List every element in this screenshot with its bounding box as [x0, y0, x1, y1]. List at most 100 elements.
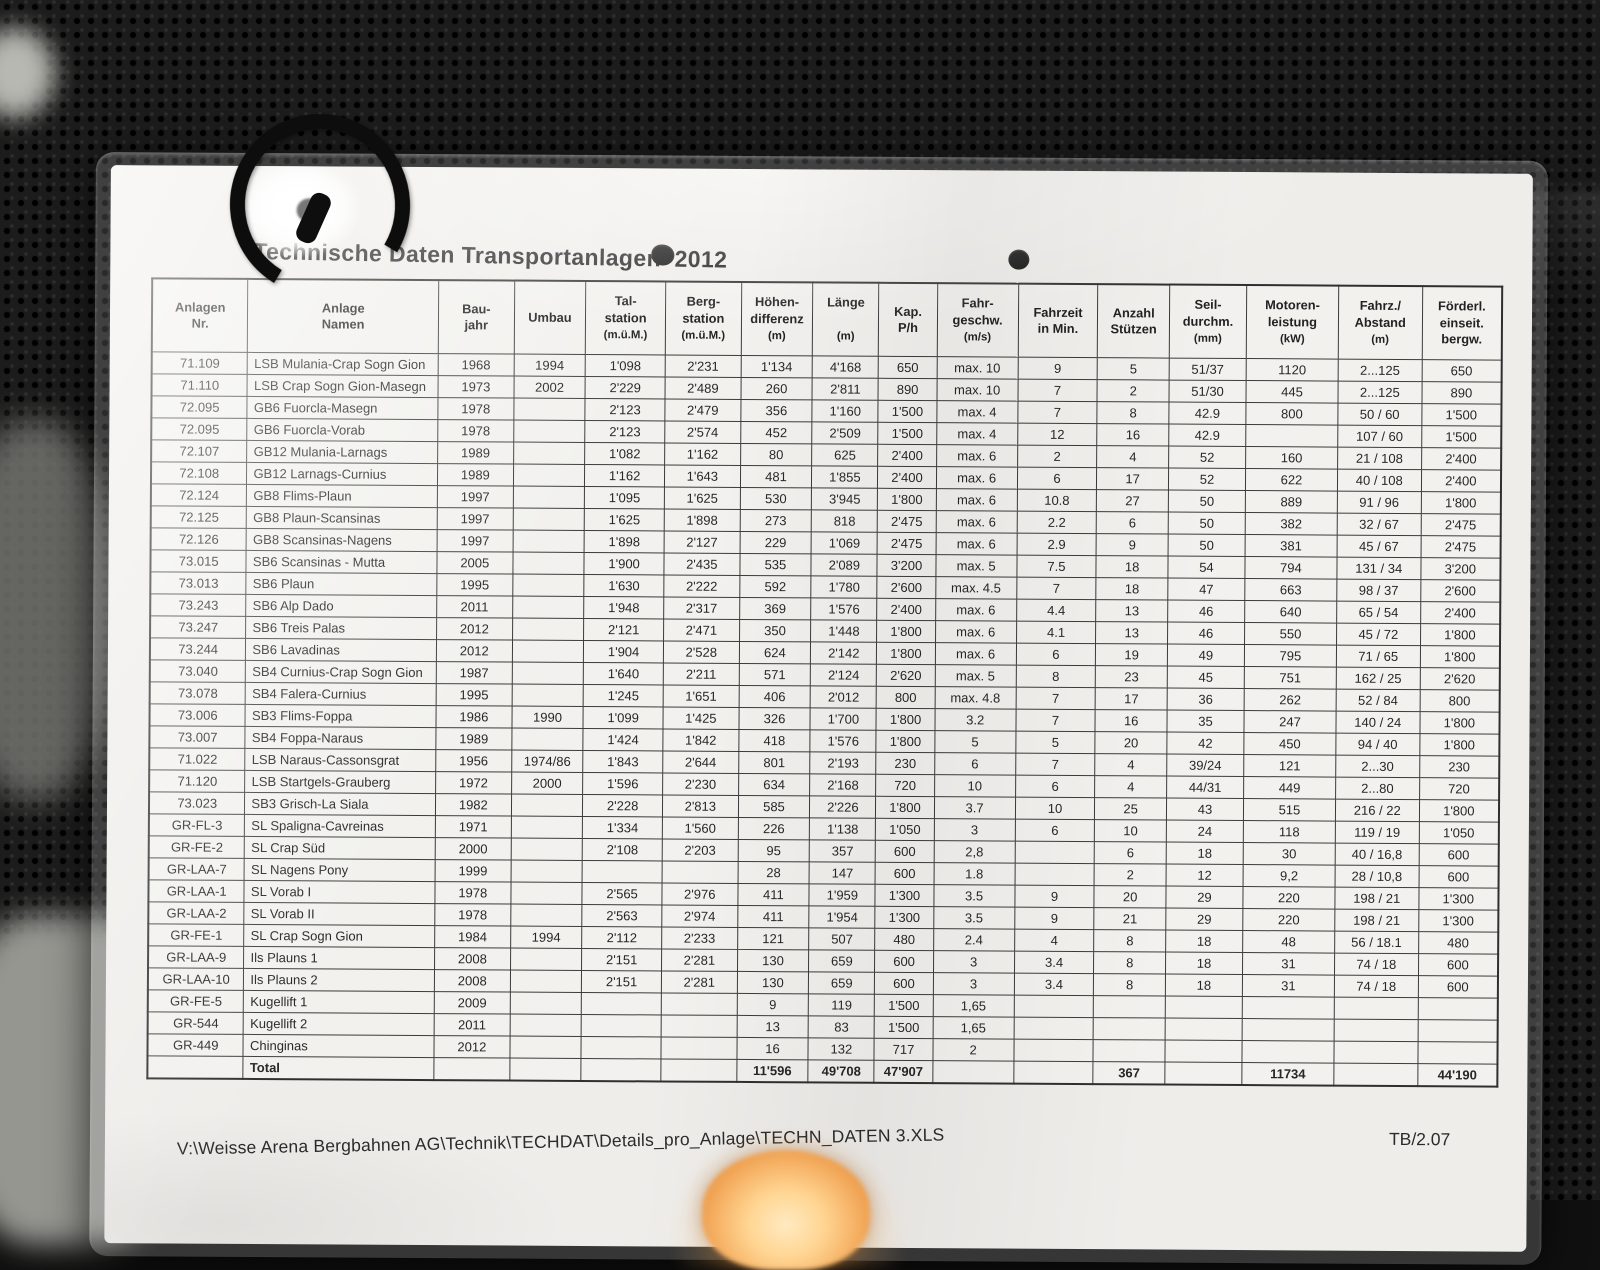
table-cell	[511, 662, 584, 685]
table-cell: 2'127	[664, 530, 740, 554]
table-cell	[513, 398, 586, 421]
table-cell: SL Spaligna-Cavreinas	[244, 814, 436, 838]
table-cell: 47	[1167, 578, 1245, 601]
table-cell: 1972	[435, 771, 512, 795]
table-cell: 46	[1167, 622, 1245, 645]
table-cell: SL Crap Sogn Gion	[244, 924, 435, 948]
table-cell: 40 / 108	[1337, 469, 1422, 492]
table-cell: 3	[932, 972, 1015, 996]
table-cell: 592	[739, 575, 812, 598]
table-cell: 411	[737, 905, 810, 928]
table-cell: max. 6	[935, 510, 1017, 534]
punch-hole-icon	[1008, 249, 1030, 270]
table-cell: 80	[740, 443, 812, 466]
table-cell: 1'069	[811, 531, 878, 555]
table-cell: 10	[1015, 797, 1095, 820]
table-cell: 1994	[513, 354, 586, 377]
table-cell	[932, 1060, 1014, 1084]
table-cell: 6	[1014, 819, 1095, 842]
column-header: Motoren-leistung (kW)	[1246, 285, 1339, 360]
table-cell	[1333, 1019, 1418, 1042]
table-cell: 4.4	[1016, 599, 1097, 622]
table-cell: 121	[1243, 754, 1336, 778]
table-cell: SB4 Curnius-Crap Sogn Gion	[245, 660, 437, 684]
table-cell: 73.015	[150, 549, 247, 573]
table-cell: 890	[878, 378, 937, 401]
table-cell: GR-LAA-10	[147, 967, 244, 991]
table-cell: 160	[1245, 446, 1338, 470]
table-cell: 4'168	[812, 355, 879, 379]
column-header: Kap. P/h	[878, 282, 938, 357]
table-cell: 663	[1244, 578, 1337, 602]
table-cell: 1989	[437, 463, 514, 487]
table-cell: 30	[1243, 842, 1336, 866]
table-cell: 8	[1015, 665, 1096, 688]
table-cell	[513, 464, 585, 487]
table-cell: 1.8	[933, 862, 1015, 886]
table-cell: 1984	[434, 925, 511, 949]
table-cell: 2'400	[1420, 601, 1501, 625]
table-cell	[512, 530, 585, 553]
table-cell: 73.247	[150, 615, 247, 639]
table-cell: max. 5	[934, 664, 1017, 688]
table-cell: 23	[1095, 665, 1168, 689]
table-cell	[1013, 995, 1094, 1018]
table-cell: 550	[1244, 622, 1337, 646]
table-cell: 2	[1097, 379, 1170, 403]
table-cell: 28 / 10,8	[1334, 865, 1419, 888]
table-cell: 1'643	[664, 464, 741, 488]
table-cell: 2011	[436, 595, 513, 619]
table-cell: 71.110	[151, 373, 248, 397]
table-cell: 1'800	[1419, 711, 1500, 735]
table-cell: 624	[739, 641, 811, 664]
table-cell	[512, 618, 584, 641]
table-cell: LSB Mulania-Crap Sogn Gion	[247, 352, 439, 376]
table-cell: 445	[1245, 380, 1339, 404]
table-cell: 95	[737, 839, 810, 862]
table-cell: GB8 Scansinas-Nagens	[246, 528, 438, 552]
table-cell	[512, 486, 585, 509]
table-cell: 1'334	[582, 816, 663, 839]
table-cell: 119 / 19	[1335, 821, 1420, 844]
table-cell: 4	[1095, 753, 1167, 777]
table-cell: max. 10	[936, 356, 1018, 380]
table-cell: 2.9	[1016, 533, 1097, 556]
paper-sheet: Technische Daten Transportanlagen 2012 A…	[104, 165, 1533, 1252]
table-cell: SB6 Lavadinas	[245, 638, 437, 662]
table-cell: 1'500	[874, 994, 933, 1017]
table-cell	[1417, 997, 1498, 1021]
table-cell: 418	[738, 729, 811, 752]
table-cell: 18	[1096, 555, 1169, 579]
column-header: Anzahl Stützen	[1097, 284, 1170, 359]
table-cell: 147	[809, 861, 876, 885]
table-cell: 49'708	[808, 1059, 875, 1083]
table-cell: 2012	[436, 639, 513, 663]
table-cell: 5	[1015, 731, 1096, 754]
table-cell: 4	[1014, 929, 1095, 952]
table-cell: 1'843	[582, 750, 663, 773]
table-cell: 2005	[436, 551, 513, 575]
table-cell: 507	[808, 927, 876, 951]
table-cell: 1'842	[662, 728, 739, 752]
table-cell: 247	[1243, 710, 1336, 734]
table-cell: 1956	[435, 749, 512, 773]
table-cell: 1'300	[875, 906, 934, 929]
table-cell: 2009	[434, 991, 511, 1015]
table-cell	[513, 442, 586, 465]
table-cell: 45 / 67	[1336, 535, 1421, 558]
table-cell: 890	[1421, 381, 1502, 405]
table-cell: 132	[808, 1037, 875, 1061]
table-cell: SL Nagens Pony	[244, 858, 436, 882]
table-cell: 71.022	[149, 747, 246, 771]
table-cell: 2012	[436, 617, 513, 641]
table-cell: 2'193	[809, 751, 877, 775]
table-cell: 2'400	[1421, 469, 1502, 493]
table-cell: 1'448	[810, 619, 878, 643]
table-cell: 2008	[434, 969, 511, 993]
table-cell: SB6 Treis Palas	[245, 616, 437, 640]
table-cell: 382	[1245, 512, 1338, 536]
table-cell: max. 6	[935, 620, 1017, 644]
table-cell: 73.013	[150, 571, 247, 595]
table-cell	[1242, 996, 1335, 1020]
table-cell: 2	[1094, 863, 1167, 887]
